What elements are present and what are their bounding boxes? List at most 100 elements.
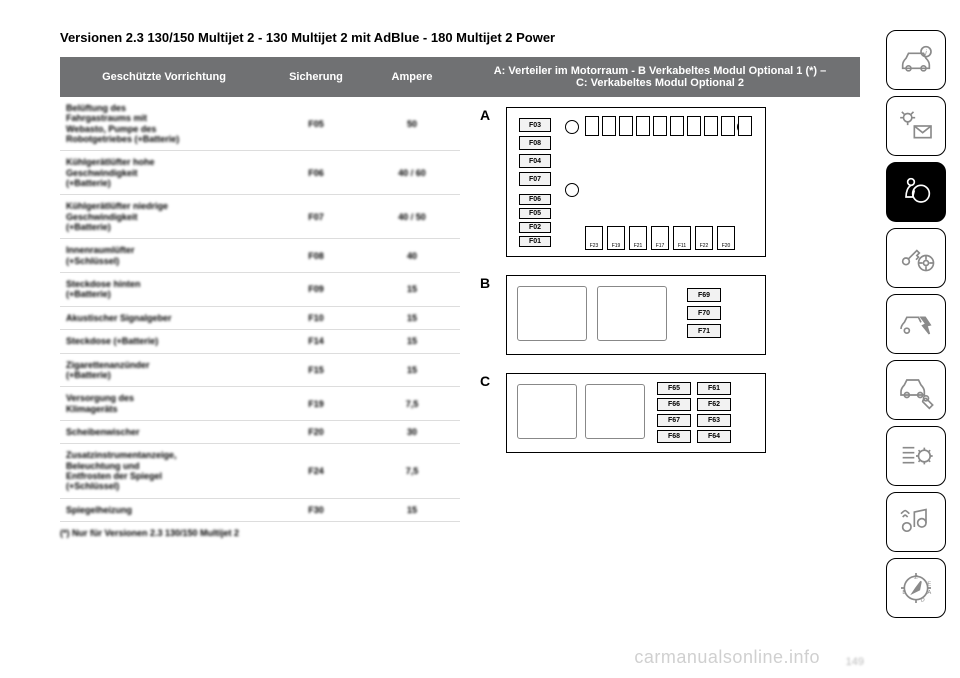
table-row-fuse: F06: [268, 151, 364, 195]
table-row-amp: 15: [364, 273, 460, 307]
panel: [597, 286, 667, 341]
fusebox-b: F69 F70 F71: [506, 275, 766, 355]
table-row-fuse: F05: [268, 97, 364, 151]
fuse-tile: F06: [519, 194, 551, 205]
table-row-desc: Kühlgerätlüfter hohe Geschwindigkeit (+B…: [60, 151, 268, 195]
fuse-tile: F69: [687, 288, 721, 302]
table-row-amp: 15: [364, 353, 460, 387]
page-number: 149: [846, 656, 864, 668]
table-row-desc: Spiegelheizung: [60, 498, 268, 521]
svg-text:i: i: [925, 48, 927, 57]
fuse-slot: F11: [673, 226, 691, 250]
fuse-tile: F07: [519, 172, 551, 186]
sidebar-icon-car-info[interactable]: i: [886, 30, 946, 90]
svg-text:D: D: [921, 597, 925, 603]
slot: [687, 116, 701, 136]
table-row-fuse: F19: [268, 387, 364, 421]
fuse-tile: F65: [657, 382, 691, 395]
sidebar-icon-settings-list[interactable]: [886, 426, 946, 486]
fuse-tile: F03: [519, 118, 551, 132]
fuse-table: Geschützte Vorrichtung Sicherung Ampere …: [60, 57, 860, 522]
sidebar-icon-crash[interactable]: [886, 294, 946, 354]
fuse-tile: F08: [519, 136, 551, 150]
table-row-amp: 15: [364, 330, 460, 353]
table-row-amp: 40 / 60: [364, 151, 460, 195]
fuse-tile: F71: [687, 324, 721, 338]
slot: [670, 116, 684, 136]
table-row-amp: 50: [364, 97, 460, 151]
table-row-desc: Zigarettenanzünder (+Batterie): [60, 353, 268, 387]
svg-text:E: E: [927, 582, 931, 588]
slot: [653, 116, 667, 136]
fuse-slot: F23: [585, 226, 603, 250]
table-row-amp: 7,5: [364, 444, 460, 498]
slot: [585, 116, 599, 136]
sidebar-icon-key-wheel[interactable]: [886, 228, 946, 288]
page-heading: Versionen 2.3 130/150 Multijet 2 - 130 M…: [60, 30, 860, 45]
slot: [636, 116, 650, 136]
col-ampere: Ampere: [364, 57, 460, 97]
table-row-fuse: F09: [268, 273, 364, 307]
fuse-tile: F01: [519, 236, 551, 247]
table-row-desc: Belüftung des Fahrgastraums mit Webasto,…: [60, 97, 268, 151]
table-row-fuse: F07: [268, 195, 364, 239]
slot: [721, 116, 735, 136]
sidebar-icon-light-mail[interactable]: [886, 96, 946, 156]
svg-text:B: B: [902, 590, 906, 596]
diagram-label-c: C: [480, 373, 496, 389]
fuse-slot: F20: [717, 226, 735, 250]
table-row-desc: Versorgung des Klimageräts: [60, 387, 268, 421]
svg-text:A: A: [927, 590, 931, 596]
col-device: Geschützte Vorrichtung: [60, 57, 268, 97]
screw-icon: [565, 120, 579, 134]
svg-text:Z: Z: [914, 575, 918, 581]
diagram-label-a: A: [480, 107, 496, 123]
table-row-desc: Scheibenwischer: [60, 420, 268, 443]
sidebar-icon-nav[interactable]: Z E A D B: [886, 558, 946, 618]
fuse-tile: F05: [519, 208, 551, 219]
fuse-tile: F68: [657, 430, 691, 443]
table-row-amp: 7,5: [364, 387, 460, 421]
table-row-amp: 40 / 50: [364, 195, 460, 239]
table-row-desc: Zusatzinstrumentanzeige, Beleuchtung und…: [60, 444, 268, 498]
fuse-tile: F67: [657, 414, 691, 427]
sidebar-icon-service[interactable]: [886, 360, 946, 420]
fuse-slot: F22: [695, 226, 713, 250]
fuse-tile: F64: [697, 430, 731, 443]
table-row-desc: Steckdose (+Batterie): [60, 330, 268, 353]
sidebar-icon-media[interactable]: [886, 492, 946, 552]
fusebox-c: F65F61F66F62F67F63F68F64: [506, 373, 766, 453]
table-row-desc: Akustischer Signalgeber: [60, 306, 268, 329]
table-row-amp: 40: [364, 239, 460, 273]
slot: [602, 116, 616, 136]
table-row-amp: 15: [364, 306, 460, 329]
fuse-slot: F21: [629, 226, 647, 250]
table-row-fuse: F14: [268, 330, 364, 353]
table-row-fuse: F08: [268, 239, 364, 273]
fuse-tile: F61: [697, 382, 731, 395]
slot: [619, 116, 633, 136]
diagram-label-b: B: [480, 275, 496, 291]
slot: [738, 116, 752, 136]
table-row-desc: Steckdose hinten (+Batterie): [60, 273, 268, 307]
panel: [517, 286, 587, 341]
table-row-desc: Kühlgerätlüfter niedrige Geschwindigkeit…: [60, 195, 268, 239]
fuse-slot: F19: [607, 226, 625, 250]
table-row-desc: Innenraumlüfter (+Schlüssel): [60, 239, 268, 273]
diagram-cell: AF03F08F04F07F06F05F02F01F23F19F21F17F11…: [460, 97, 860, 521]
table-row-fuse: F24: [268, 444, 364, 498]
sidebar-icon-airbag[interactable]: [886, 162, 946, 222]
footnote: (*) Nur für Versionen 2.3 130/150 Multij…: [60, 528, 860, 538]
fuse-tile: F62: [697, 398, 731, 411]
screw-icon: [565, 183, 579, 197]
watermark: carmanualsonline.info: [634, 647, 820, 668]
table-row-amp: 15: [364, 498, 460, 521]
fuse-tile: F02: [519, 222, 551, 233]
fuse-tile: F70: [687, 306, 721, 320]
panel: [585, 384, 645, 439]
sidebar: i: [886, 30, 946, 618]
fuse-tile: F66: [657, 398, 691, 411]
fuse-slot: F17: [651, 226, 669, 250]
table-row-amp: 30: [364, 420, 460, 443]
table-row-fuse: F20: [268, 420, 364, 443]
